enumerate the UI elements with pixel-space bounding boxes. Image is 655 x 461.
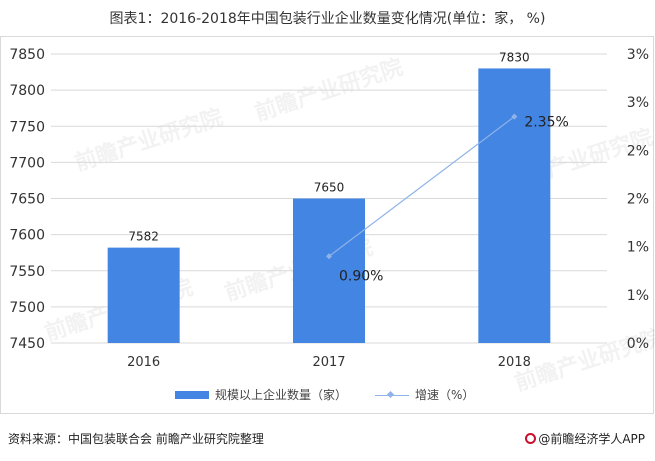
y-right-tick-label: 2%	[627, 143, 649, 159]
growth-value-label: 2.35%	[524, 115, 568, 131]
y-left-tick-label: 7500	[9, 300, 45, 316]
growth-point-2017	[326, 253, 332, 260]
bar-value-label: 7650	[314, 181, 345, 195]
y-right-tick-label: 0%	[627, 336, 649, 352]
y-left-tick-label: 7750	[9, 119, 45, 135]
y-left-tick-label: 7600	[9, 228, 45, 244]
y-right-tick-label: 3%	[627, 47, 649, 63]
legend: 规模以上企业数量（家） 增速（%）	[175, 386, 474, 403]
bar-value-label: 7582	[128, 230, 159, 244]
brand-logo-icon	[525, 433, 537, 444]
y-left-tick-label: 7850	[9, 47, 45, 63]
legend-bar-label: 规模以上企业数量（家）	[215, 388, 348, 402]
y-left-tick-label: 7450	[9, 336, 45, 352]
legend-line-label: 增速（%）	[415, 388, 475, 402]
bar-2018	[478, 68, 551, 343]
bar-2017	[293, 198, 365, 343]
source-note: 资料来源：中国包装联合会 前瞻产业研究院整理	[8, 432, 264, 446]
y-left-tick-label: 7800	[9, 83, 45, 99]
y-left-tick-label: 7650	[9, 192, 45, 208]
y-left-tick-label: 7550	[9, 264, 45, 280]
bar-2016	[107, 247, 180, 343]
chart: 前瞻产业研究院前瞻产业研究院前瞻产业研究院前瞻产业研究院前瞻产业研究院前瞻产业研…	[9, 47, 655, 397]
y-left-tick-label: 7700	[9, 155, 45, 171]
growth-value-label: 0.90%	[339, 268, 383, 284]
chart-frame: 前瞻产业研究院前瞻产业研究院前瞻产业研究院前瞻产业研究院前瞻产业研究院前瞻产业研…	[0, 36, 655, 414]
growth-line	[328, 116, 515, 257]
chart-title: 图表1：2016-2018年中国包装行业企业数量变化情况(单位：家， %)	[109, 11, 546, 27]
y-right-tick-label: 1%	[627, 288, 649, 304]
watermark-text: 前瞻产业研究院	[72, 104, 227, 176]
bar-value-label: 7830	[499, 50, 530, 64]
y-right-tick-label: 3%	[627, 95, 649, 111]
y-right-tick-label: 2%	[627, 192, 649, 208]
x-tick-label: 2016	[127, 355, 160, 370]
legend-bar-swatch	[175, 390, 209, 399]
x-tick-label: 2018	[498, 355, 531, 370]
y-right-tick-label: 1%	[627, 240, 649, 256]
brand-credit: @前瞻经济学人APP	[525, 430, 645, 447]
x-tick-label: 2017	[312, 355, 345, 370]
footer: 资料来源：中国包装联合会 前瞻产业研究院整理 @前瞻经济学人APP	[0, 430, 655, 450]
brand-text: @前瞻经济学人APP	[538, 432, 645, 446]
legend-line-swatch	[375, 391, 410, 399]
